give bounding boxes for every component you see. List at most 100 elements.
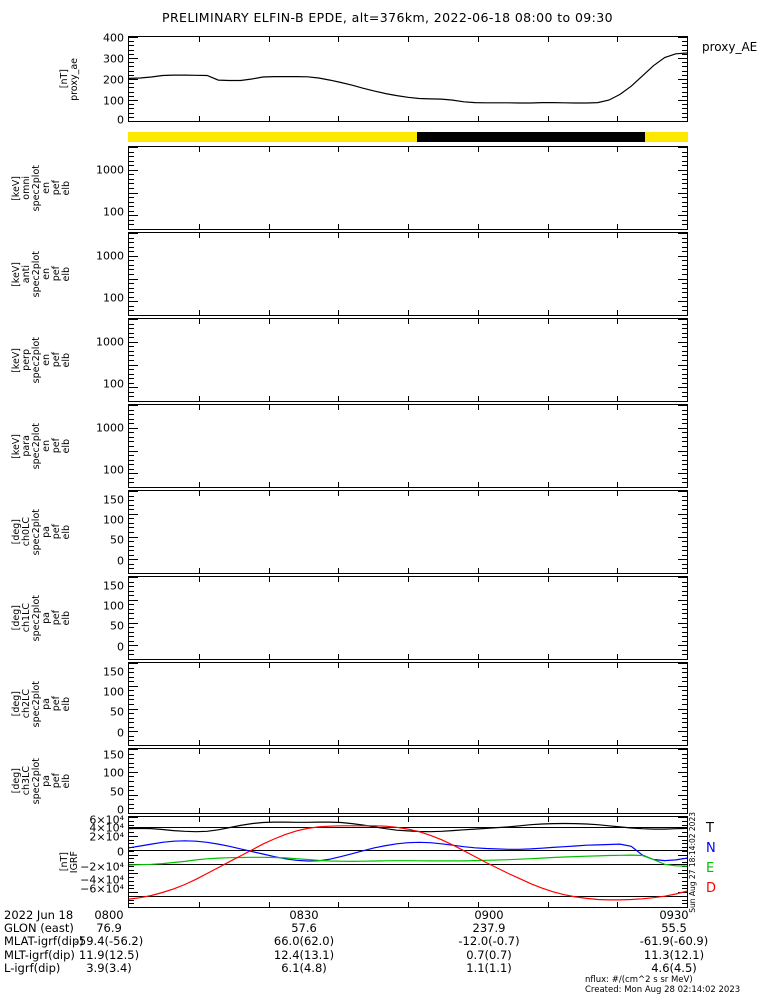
y-tick-label: 400 <box>103 31 124 45</box>
axis-tick <box>129 495 134 497</box>
axis-tick <box>678 215 687 217</box>
axis-tick <box>682 776 687 778</box>
axis-tick <box>682 455 687 457</box>
axis-tick <box>682 274 687 275</box>
axis-tick <box>682 373 687 375</box>
ylabel-line: [deg] <box>11 605 22 631</box>
x-tick <box>617 233 619 238</box>
panel-epde-en-perp[interactable] <box>128 318 688 402</box>
axis-tick <box>129 121 138 122</box>
x-tick <box>617 116 619 121</box>
y-tick-label: 100 <box>103 513 124 527</box>
axis-tick <box>678 147 687 148</box>
x-tick <box>198 663 200 668</box>
ylabel-line: pef <box>51 438 62 454</box>
axis-tick <box>129 676 134 678</box>
axis-tick <box>129 264 134 266</box>
x-tick <box>477 310 479 315</box>
axis-tick <box>682 188 687 189</box>
axis-tick <box>682 477 687 479</box>
x-tick <box>408 740 409 745</box>
panel-proxy-ae[interactable] <box>128 36 688 122</box>
y-tick-label: 50 <box>110 785 124 799</box>
panel-epde-pa-ch1lc[interactable] <box>128 576 688 660</box>
axis-tick <box>129 391 134 393</box>
panel-igrf[interactable] <box>128 816 688 908</box>
x-tick <box>338 577 340 582</box>
x-tick <box>198 817 200 822</box>
axis-tick <box>129 794 138 796</box>
axis-tick <box>678 536 687 538</box>
axis-tick <box>129 694 134 696</box>
footer-cell: 76.9 <box>96 921 122 936</box>
axis-tick <box>129 608 134 610</box>
footer-row-label: L-igrf(dip) <box>4 960 61 975</box>
axis-tick <box>129 360 134 361</box>
axis-tick <box>682 446 687 447</box>
footer-cell: 237.9 <box>472 921 506 936</box>
axis-tick <box>682 165 687 167</box>
panel-epde-en-para[interactable] <box>128 404 688 488</box>
x-tick <box>408 319 409 324</box>
x-tick <box>198 310 200 315</box>
y-tick-label: −2×10⁴ <box>80 860 124 874</box>
axis-tick <box>682 269 687 271</box>
y-tick-label: 6×10⁴ <box>89 813 124 827</box>
x-tick <box>617 902 619 907</box>
axis-tick <box>682 436 687 438</box>
axis-tick <box>129 771 138 773</box>
axis-tick <box>678 79 687 80</box>
x-tick <box>477 224 479 229</box>
footer-cell: 0.7(0.7) <box>466 947 512 962</box>
axis-tick <box>129 536 138 538</box>
x-tick <box>477 116 479 121</box>
x-tick <box>617 37 619 42</box>
axis-tick <box>682 296 687 298</box>
footer-row: MLAT-igrf(dip) -59.4(-56.2) 66.0(62.0) -12.… <box>4 935 772 948</box>
axis-tick <box>129 541 134 543</box>
x-tick <box>477 405 479 410</box>
axis-tick <box>682 83 687 85</box>
ylabel-line: perp <box>21 349 32 371</box>
panel-epde-en-anti[interactable] <box>128 232 688 316</box>
y-tick-label: 100 <box>103 205 124 219</box>
axis-tick <box>129 749 138 750</box>
axis-tick <box>682 758 687 760</box>
axis-tick <box>682 62 687 64</box>
grid-line <box>129 826 687 828</box>
axis-tick <box>129 487 134 488</box>
x-tick <box>198 482 200 487</box>
x-tick <box>338 817 340 822</box>
axis-tick <box>682 654 687 656</box>
y-tick-label: 0 <box>117 554 124 568</box>
axis-tick <box>682 820 687 822</box>
axis-tick <box>682 495 687 497</box>
ylabel-line: ch1LC <box>21 603 32 633</box>
ylabel-line: [keV] <box>11 175 22 201</box>
axis-tick <box>129 432 134 434</box>
panel-epde-pa-ch0lc-ylabel: elb pef pa spec2plot ch0LC [deg] <box>11 490 72 574</box>
panel-epde-pa-ch2lc[interactable] <box>128 662 688 746</box>
panel-epde-en-omni[interactable] <box>128 146 688 230</box>
panel-epde-pa-ch0lc[interactable] <box>128 490 688 574</box>
axis-tick <box>682 649 687 651</box>
x-tick <box>617 405 619 410</box>
y-tick-label: 1000 <box>96 421 124 435</box>
axis-tick <box>129 504 134 506</box>
axis-tick <box>129 341 138 343</box>
footer-cell: 0900 <box>474 908 504 922</box>
x-tick <box>617 147 619 152</box>
status-bar-segment <box>644 132 688 142</box>
x-tick <box>617 482 619 487</box>
axis-tick <box>129 907 134 908</box>
x-tick <box>408 37 409 42</box>
x-tick <box>408 749 409 754</box>
x-tick <box>198 577 200 582</box>
panel-epde-pa-ch3lc[interactable] <box>128 748 688 814</box>
axis-tick <box>129 305 134 307</box>
footer-cell: 1.1(1.1) <box>466 960 512 975</box>
axis-tick <box>129 839 134 841</box>
x-tick <box>477 37 479 42</box>
axis-tick <box>129 482 134 484</box>
axis-tick <box>678 854 687 856</box>
